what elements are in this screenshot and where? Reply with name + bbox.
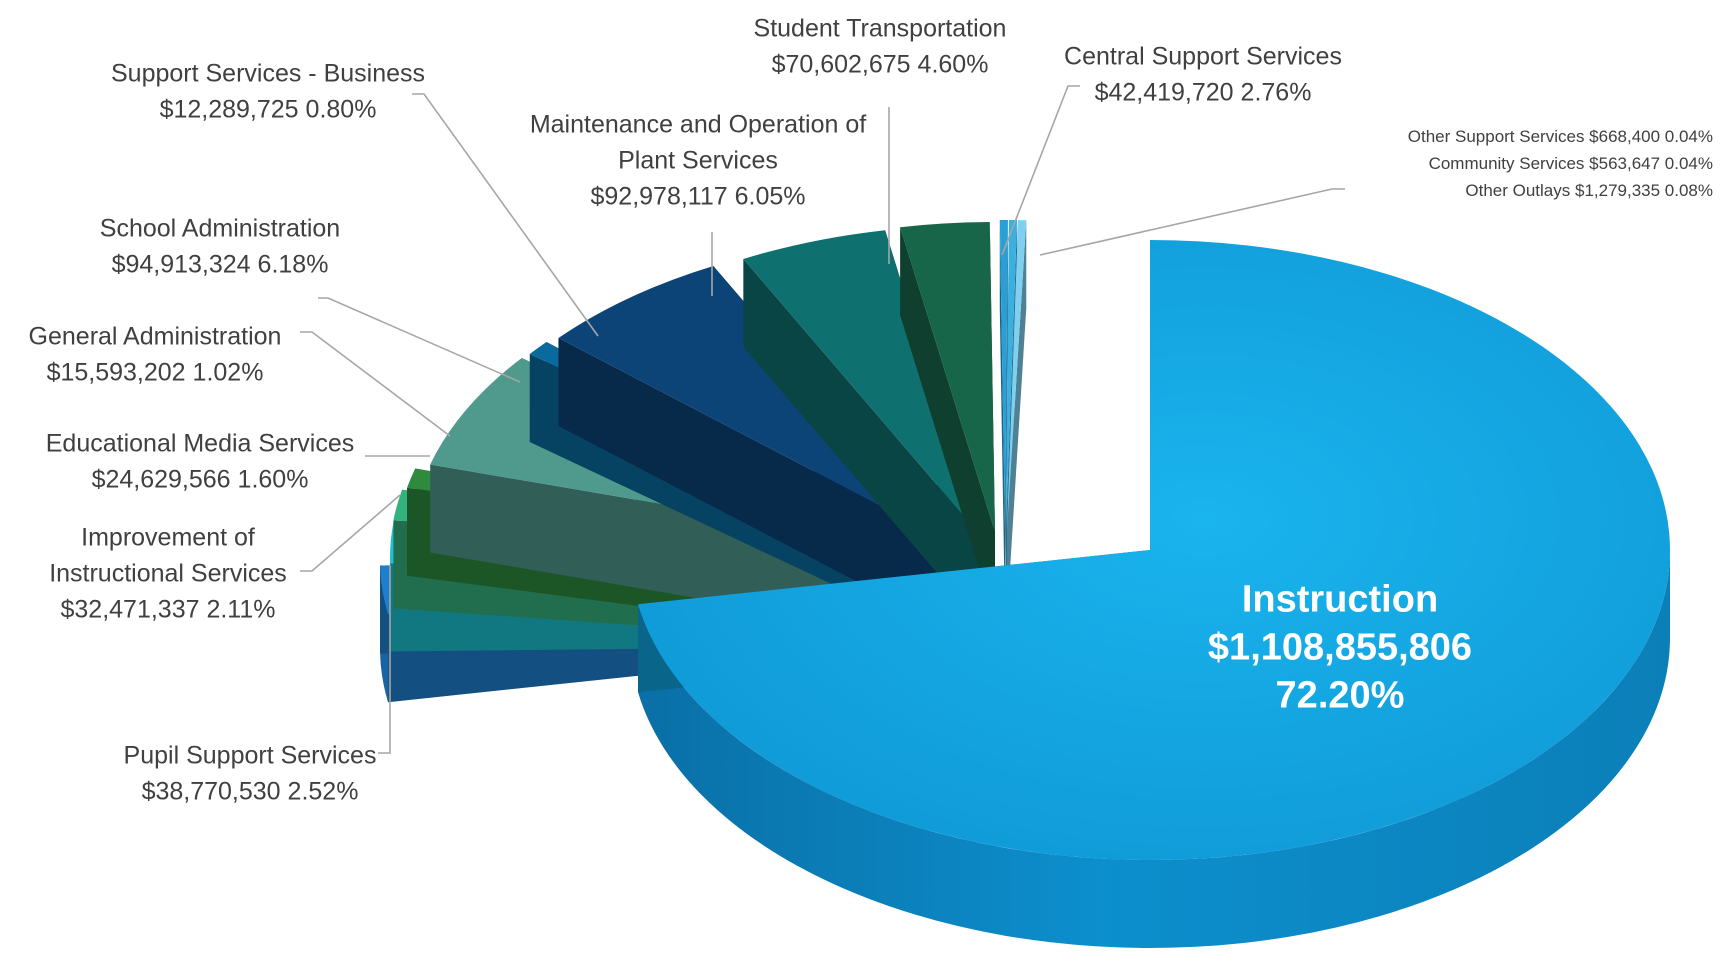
slice-labels: Instruction $1,108,855,806 72.20% Pupil Sup… [29,15,1713,806]
leader-line [412,93,599,337]
slice-value-label: $42,419,720 2.76% [1095,79,1312,107]
label-pupil-support-services: Pupil Support Services $38,770,530 2.52% [124,742,377,806]
slice-wall [743,258,980,623]
leader-line [300,331,451,437]
slice-central-support-services [900,222,995,620]
slice-name-label: School Administration [100,215,340,243]
slice-top [638,240,1670,861]
slice-name-label: Instructional Services [49,560,287,588]
slice-wall [1005,220,1008,619]
slice-instruction [638,240,1671,948]
leader-line [1001,85,1080,256]
label-educational-media-services: Educational Media Services $24,629,566 1.… [46,430,355,494]
slice-value-label: $32,471,337 2.11% [60,596,275,624]
slice-top [999,220,1008,530]
slice-value-label: $70,602,675 4.60% [772,51,989,79]
slice-value-label: $38,770,530 2.52% [142,778,359,806]
slice-name-label: Community Services $563,647 0.04% [1429,154,1713,173]
slice-value-label: $94,913,324 6.18% [112,251,329,279]
label-improvement-of-instructional-services: Improvement of Instructional Services $32,… [49,524,287,624]
slice-value-label: $1,108,855,806 [1208,626,1472,668]
slice-top [743,230,980,535]
slice-other-support-services [999,220,1008,619]
slice-top [900,222,995,532]
slice-wall [900,227,995,620]
slice-name-label: General Administration [29,323,282,351]
label-student-transportation: Student Transportation $70,602,675 4.60% [754,15,1007,79]
slice-value-label: $12,289,725 0.80% [160,96,377,124]
slice-wall [999,220,1005,618]
slice-name-label: Educational Media Services [46,430,355,458]
pie-slices [380,220,1671,948]
leader-line [378,565,391,754]
slice-name-label: Maintenance and Operation of [530,111,866,139]
label-school-administration: School Administration $94,913,324 6.18% [100,215,340,279]
leader-lines [300,85,1345,754]
slice-name-label: Instruction [1242,578,1438,620]
slice-value-label: $24,629,566 1.60% [92,466,309,494]
label-general-administration: General Administration $15,593,202 1.02% [29,323,282,387]
label-small-slices: Other Support Services $668,400 0.04% Com… [1408,127,1713,200]
label-instruction: Instruction $1,108,855,806 72.20% [1208,578,1472,716]
slice-name-label: Student Transportation [754,15,1007,43]
slice-name-label: Central Support Services [1064,43,1342,71]
slice-name-label: Plant Services [618,147,778,175]
slice-name-label: Support Services - Business [111,60,425,88]
slice-wall [1007,220,1027,618]
slice-value-label: $15,593,202 1.02% [47,359,264,387]
slice-wall [558,338,950,630]
slice-value-label: $92,978,117 6.05% [590,183,805,211]
slice-value-label: 72.20% [1276,674,1405,716]
leader-line [318,297,521,383]
slice-side [638,550,1671,948]
slice-top [1007,220,1027,530]
slice-name-label: Pupil Support Services [124,742,377,770]
label-support-services-business: Support Services - Business $12,289,725 0… [111,60,425,124]
slice-name-label: Other Support Services $668,400 0.04% [1408,127,1713,146]
leader-line [1039,188,1345,256]
slice-other-outlays [1007,220,1027,618]
slice-top [1006,220,1018,531]
slice-name-label: Improvement of [81,524,255,552]
leader-line [300,494,401,572]
label-central-support-services: Central Support Services $42,419,720 2.76… [1064,43,1342,107]
slice-name-label: Other Outlays $1,279,335 0.08% [1465,181,1713,200]
label-maintenance-and-operation-of-plant-services: Maintenance and Operation of Plant Servic… [530,111,866,211]
